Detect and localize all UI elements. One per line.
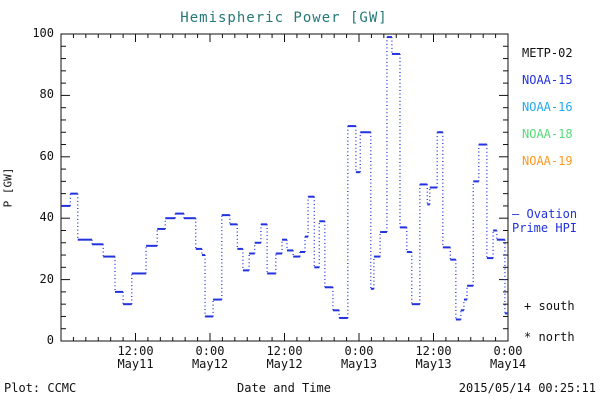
x-tick-label: 0:00 May13 [323,345,395,371]
legend-south-marker: + south [524,299,575,313]
asterisk-marker-icon: * [524,330,532,344]
chart-title: Hemispheric Power [GW] [180,10,388,26]
legend-item-noaa-19: NOAA-19 [522,154,573,168]
x-tick-label: 12:00 May13 [398,345,470,371]
north-label: north [538,330,575,344]
ovation-line-sample: — [512,207,520,221]
ovation-label-line1: Ovation [526,207,578,221]
x-tick-time: 0:00 [344,344,374,358]
x-tick-time: 12:00 [415,344,452,358]
y-tick-label: 80 [39,87,54,102]
y-tick-label: 100 [32,26,54,40]
x-tick-label: 12:00 May11 [100,345,172,371]
plot-source-label: Plot: CCMC [4,381,77,395]
axis-box [60,33,509,342]
y-tick-label: 0 [46,333,54,347]
legend-item-noaa-15: NOAA-15 [522,73,573,87]
x-tick-date: May11 [117,357,154,371]
x-axis-label: Date and Time [237,381,331,395]
legend-item-noaa-18: NOAA-18 [522,127,573,141]
x-tick-date: May14 [489,357,527,371]
legend-ovation-prime-hpi: — Ovation Prime HPI [512,207,577,235]
y-axis-label: P [GW] [1,167,15,208]
x-tick-time: 12:00 [117,344,154,358]
x-tick-time: 0:00 [195,344,225,358]
x-tick-time: 12:00 [266,344,303,358]
y-tick-label: 20 [39,271,54,286]
plus-marker-icon: + [524,299,532,313]
y-tick-label: 40 [39,210,54,225]
x-tick-date: May12 [266,357,303,371]
legend-item-noaa-16: NOAA-16 [522,100,573,114]
x-tick-date: May13 [340,357,378,371]
ovation-label-line2: Prime HPI [512,221,578,235]
x-tick-time: 0:00 [493,344,523,358]
plot-timestamp: 2015/05/14 00:25:11 [458,381,596,395]
legend-north-marker: * north [524,330,575,344]
south-label: south [538,299,575,313]
x-tick-label: 0:00 May12 [174,345,246,371]
y-tick-label: 60 [39,148,54,163]
legend-item-metp-02: METP-02 [522,46,573,60]
x-tick-label: 12:00 May12 [249,345,321,371]
x-tick-date: May12 [191,357,229,371]
x-tick-label: 0:00 May14 [472,345,544,371]
x-tick-date: May13 [415,357,452,371]
